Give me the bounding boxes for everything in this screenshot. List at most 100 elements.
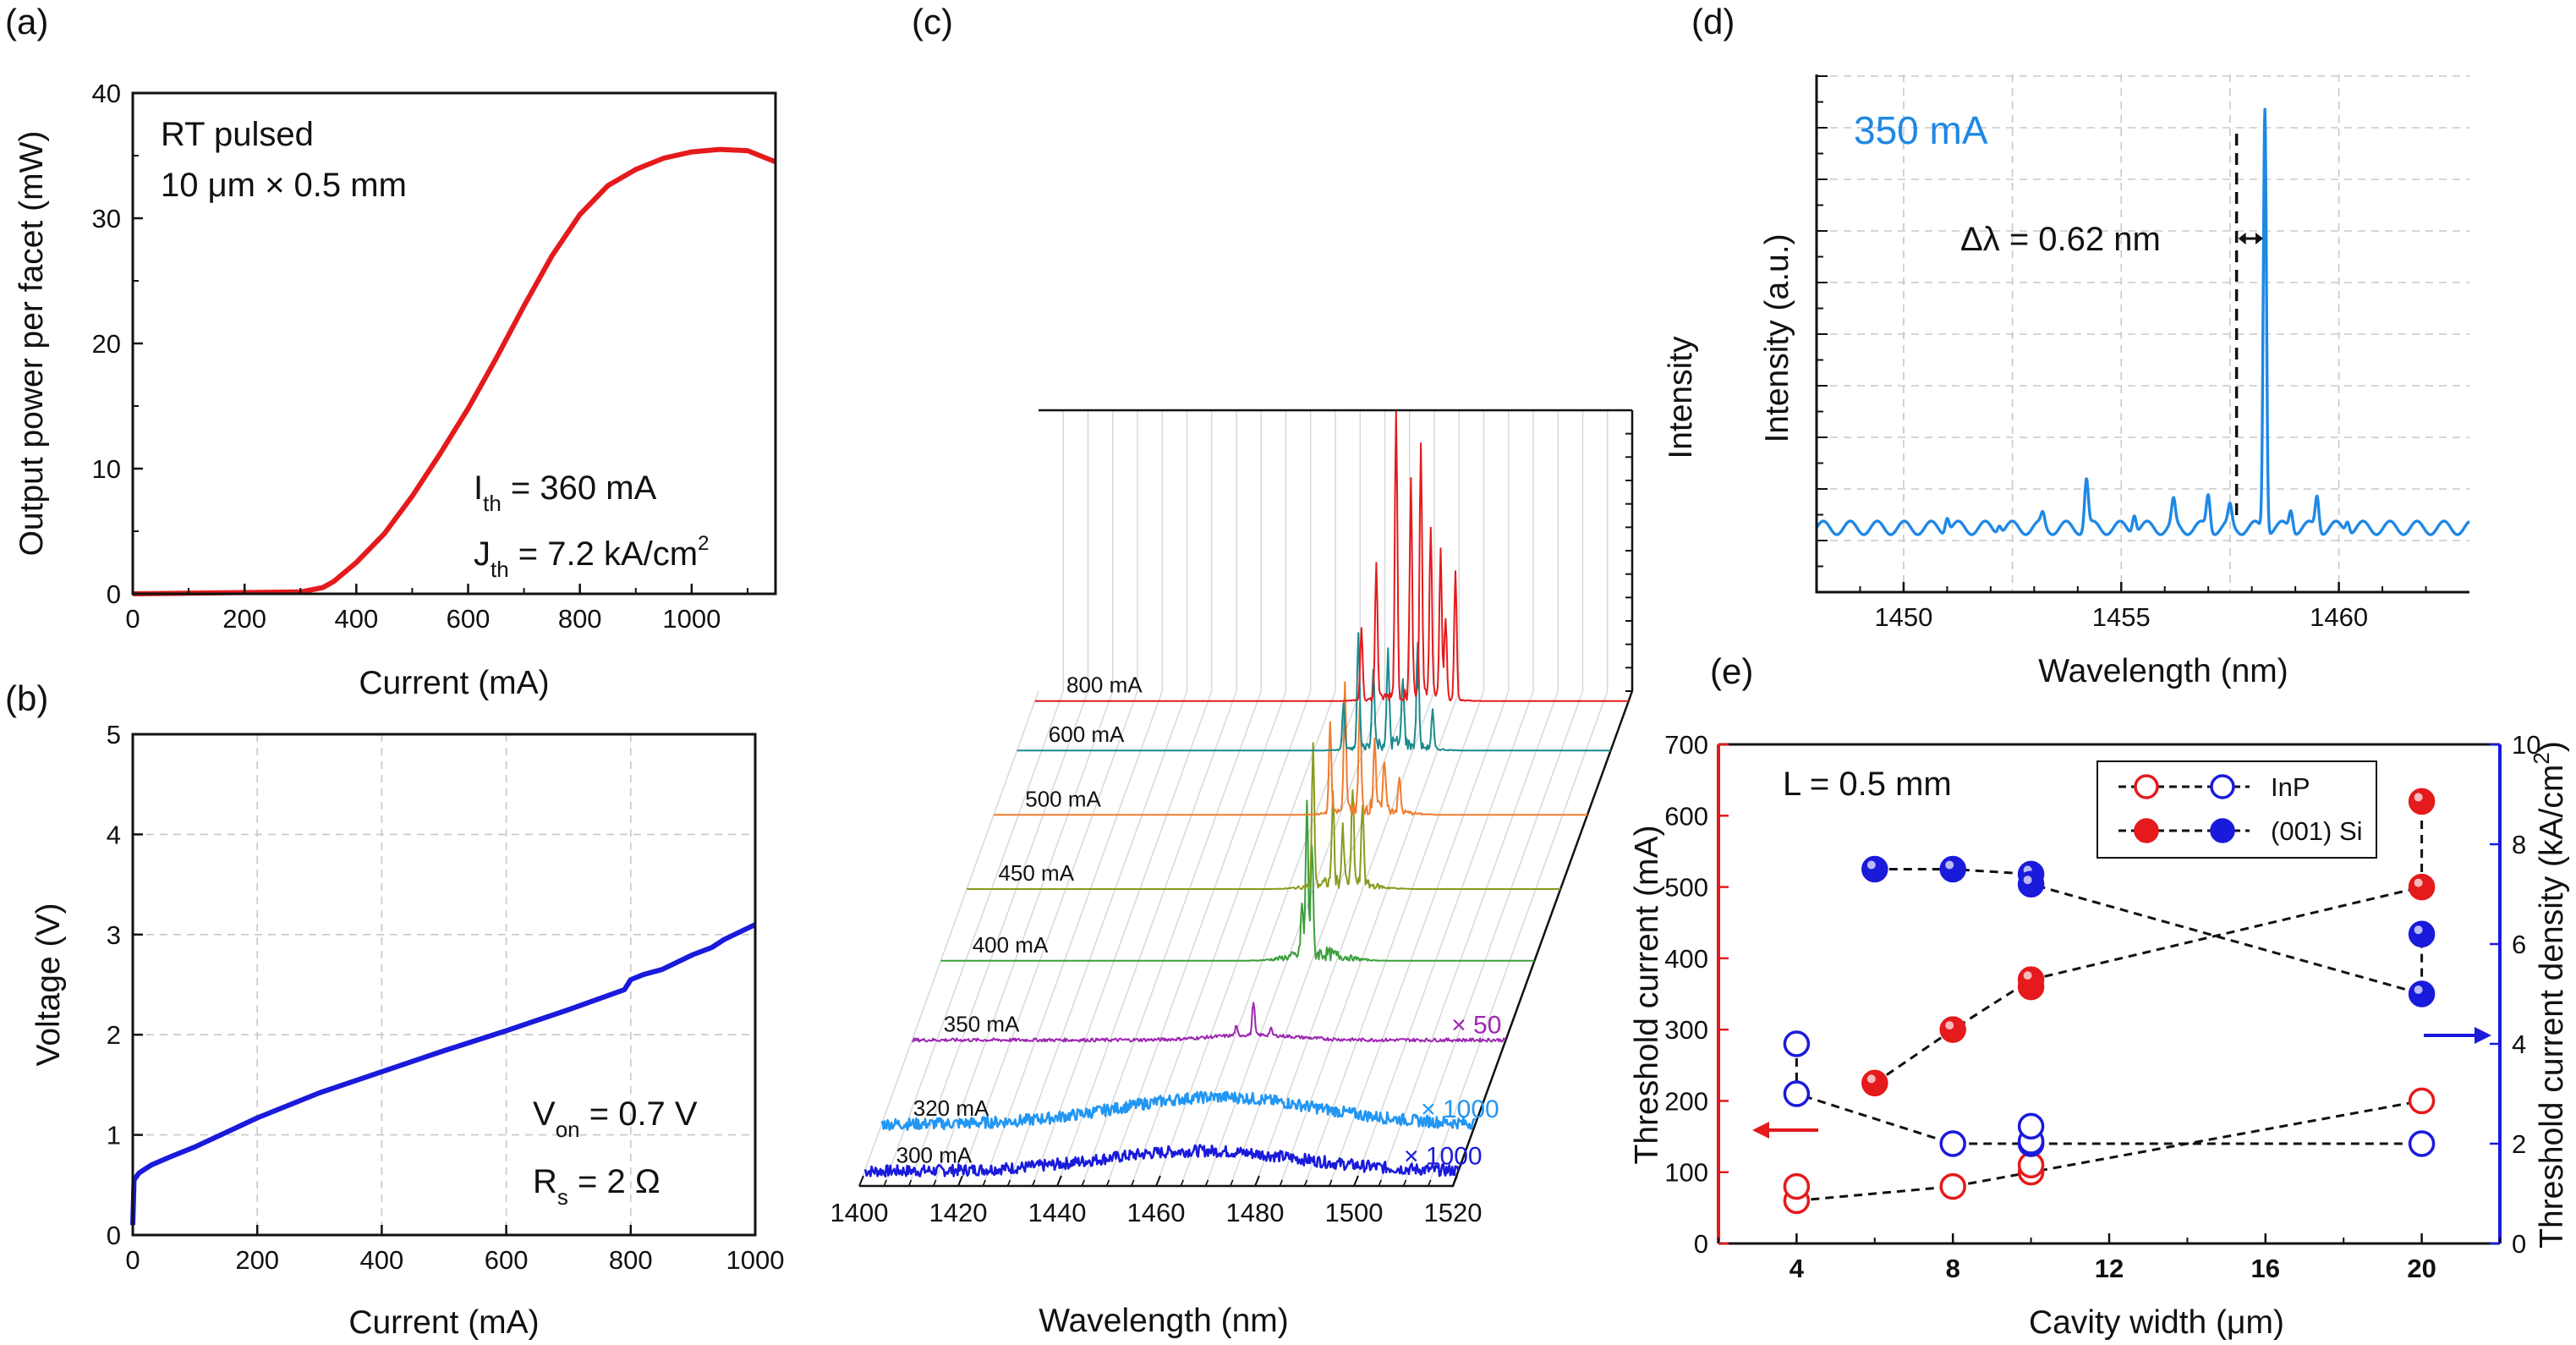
plot-frame-b — [131, 733, 757, 1237]
floor-grid-line — [1204, 690, 1386, 1187]
spectrum-450-ma — [967, 742, 1561, 890]
spectrum-300-ma — [863, 1144, 1460, 1178]
marker-si — [2017, 870, 2045, 898]
x-minor-tick-c — [1402, 1179, 1407, 1187]
floor-grid-line — [1230, 690, 1411, 1187]
x-minor-tick-c — [1279, 1179, 1283, 1187]
x-tick-label-c: 1400 — [830, 1198, 889, 1227]
x-tick-label-c: 1520 — [1424, 1198, 1483, 1227]
voltage-current-curve — [130, 922, 757, 1226]
y-axis-label-c: Intensity — [1663, 336, 1699, 459]
marker-inp — [2408, 1087, 2436, 1115]
floor-grid-line — [1006, 690, 1188, 1187]
floor-grid-line — [883, 690, 1064, 1187]
x-tick-label-c: 1420 — [929, 1198, 988, 1227]
marker-highlight — [1945, 860, 1954, 870]
y-tick-label-e: 300 — [1664, 1015, 1708, 1045]
x-tick-c — [1254, 1175, 1260, 1187]
marker-highlight — [2414, 878, 2423, 887]
spectrum-current-label: 320 mA — [913, 1095, 989, 1121]
y-tick-label-e: 700 — [1664, 730, 1708, 760]
marker-highlight — [2414, 925, 2423, 935]
x-tick-label-a: 0 — [125, 604, 140, 634]
x-tick-label-b: 0 — [125, 1245, 140, 1275]
marker-inp — [1783, 1080, 1811, 1107]
trend-line-e — [1795, 1044, 2422, 1145]
legend-label-si: (001) Si — [2271, 816, 2363, 846]
y-tick-label-e: 400 — [1664, 944, 1708, 974]
floor-grid-line — [1378, 690, 1559, 1187]
panel-d: (d) 1450 1455 1460 Wavelength (nm) Intensi… — [1691, 2, 2471, 689]
x-minor-tick-c — [1303, 1179, 1308, 1187]
x-axis-label-d: Wavelength (nm) — [2038, 653, 2288, 689]
y-tick-label-a: 40 — [92, 79, 121, 108]
spectrum-current-label: 300 mA — [896, 1142, 973, 1167]
legend-label-inp: InP — [2271, 772, 2310, 802]
spectrum-350-ma — [912, 1002, 1506, 1043]
marker-si — [2017, 966, 2045, 993]
arrowhead-left — [2238, 233, 2246, 244]
floor-grid-line — [1353, 690, 1534, 1187]
x-minor-tick-c — [982, 1179, 986, 1187]
x-tick-label-d: 1455 — [2092, 602, 2151, 632]
x-tick-label-a: 600 — [447, 604, 491, 634]
y-axis-label-d: Intensity (a.u.) — [1759, 233, 1795, 442]
x-tick-label-c: 1440 — [1028, 1198, 1087, 1227]
x-minor-tick-c — [1032, 1179, 1036, 1187]
floor-grid-line — [1131, 690, 1312, 1187]
y-right-tick-label-e: 2 — [2512, 1129, 2526, 1159]
x-minor-tick-c — [1105, 1179, 1110, 1187]
x-minor-tick-c — [907, 1179, 913, 1187]
x-minor-tick-c — [1378, 1179, 1382, 1187]
panel-c: (c) 300 mA × 1000 320 mA × 1000 350 mA × 50 40… — [830, 2, 1699, 1339]
floor-grid-line — [933, 690, 1114, 1187]
x-tick-c — [957, 1175, 963, 1187]
y-axis-label-b: Voltage (V) — [30, 903, 67, 1067]
left-axis-indicator-arrowhead — [1752, 1122, 1769, 1139]
x-minor-tick-c — [1006, 1179, 1011, 1187]
marker-inp — [1939, 1172, 1966, 1200]
annotation-von: Von = 0.7 V — [533, 1095, 698, 1142]
floor-grid-line — [1105, 690, 1287, 1187]
y-right-tick-label-e: 10 — [2512, 730, 2540, 760]
right-axis-indicator-arrowhead — [2475, 1027, 2491, 1044]
marker-si — [1861, 1069, 1888, 1097]
x-tick-label-b: 1000 — [726, 1245, 785, 1275]
x-axis-label-c: Wavelength (nm) — [1039, 1303, 1289, 1339]
trend-line-e — [1874, 868, 2424, 996]
marker-si — [1939, 1016, 1966, 1043]
spectrum-current-label: 600 mA — [1049, 722, 1125, 747]
x-tick-label-d: 1450 — [1874, 602, 1932, 632]
marker-highlight — [2023, 876, 2032, 885]
floor-grid-line — [957, 690, 1138, 1187]
x-tick-c — [1353, 1175, 1359, 1187]
x-axis-label-e: Cavity width (μm) — [2029, 1304, 2284, 1341]
x-minor-tick-c — [1204, 1179, 1209, 1187]
y-axis-label-e: Threshold current (mA) — [1629, 826, 1665, 1165]
x-tick-c — [1056, 1175, 1062, 1187]
y-right-tick-label-e: 4 — [2512, 1029, 2526, 1059]
floor-left-edge — [858, 690, 1039, 1187]
floor-grid-line — [1254, 690, 1435, 1187]
y-tick-label-e: 600 — [1664, 801, 1708, 831]
legend-e: InP (001) Si — [2096, 760, 2377, 859]
marker-highlight — [2023, 971, 2032, 980]
x-tick-label-c: 1500 — [1325, 1198, 1384, 1227]
y-tick-label-a: 30 — [92, 204, 121, 233]
panel-label-e: (e) — [1710, 651, 1753, 691]
x-minor-tick-c — [1081, 1179, 1085, 1187]
panel-e: (e) 4 8 12 16 200100200300400500600700024681… — [1629, 651, 2570, 1341]
marker-si — [2408, 920, 2436, 947]
marker-highlight — [1866, 860, 1876, 870]
x-tick-label-b: 800 — [609, 1245, 653, 1275]
x-minor-tick-c — [1180, 1179, 1184, 1187]
y-tick-label-b: 3 — [107, 920, 121, 950]
marker-si — [2408, 788, 2436, 815]
floor-grid-line — [1180, 690, 1361, 1187]
x-tick-label-a: 800 — [558, 604, 602, 634]
x-axis-label-b: Current (mA) — [348, 1304, 539, 1341]
y-tick-label-b: 5 — [107, 720, 121, 749]
floor-grid-line — [1155, 690, 1336, 1187]
spectrum-current-label: 350 mA — [944, 1011, 1020, 1036]
